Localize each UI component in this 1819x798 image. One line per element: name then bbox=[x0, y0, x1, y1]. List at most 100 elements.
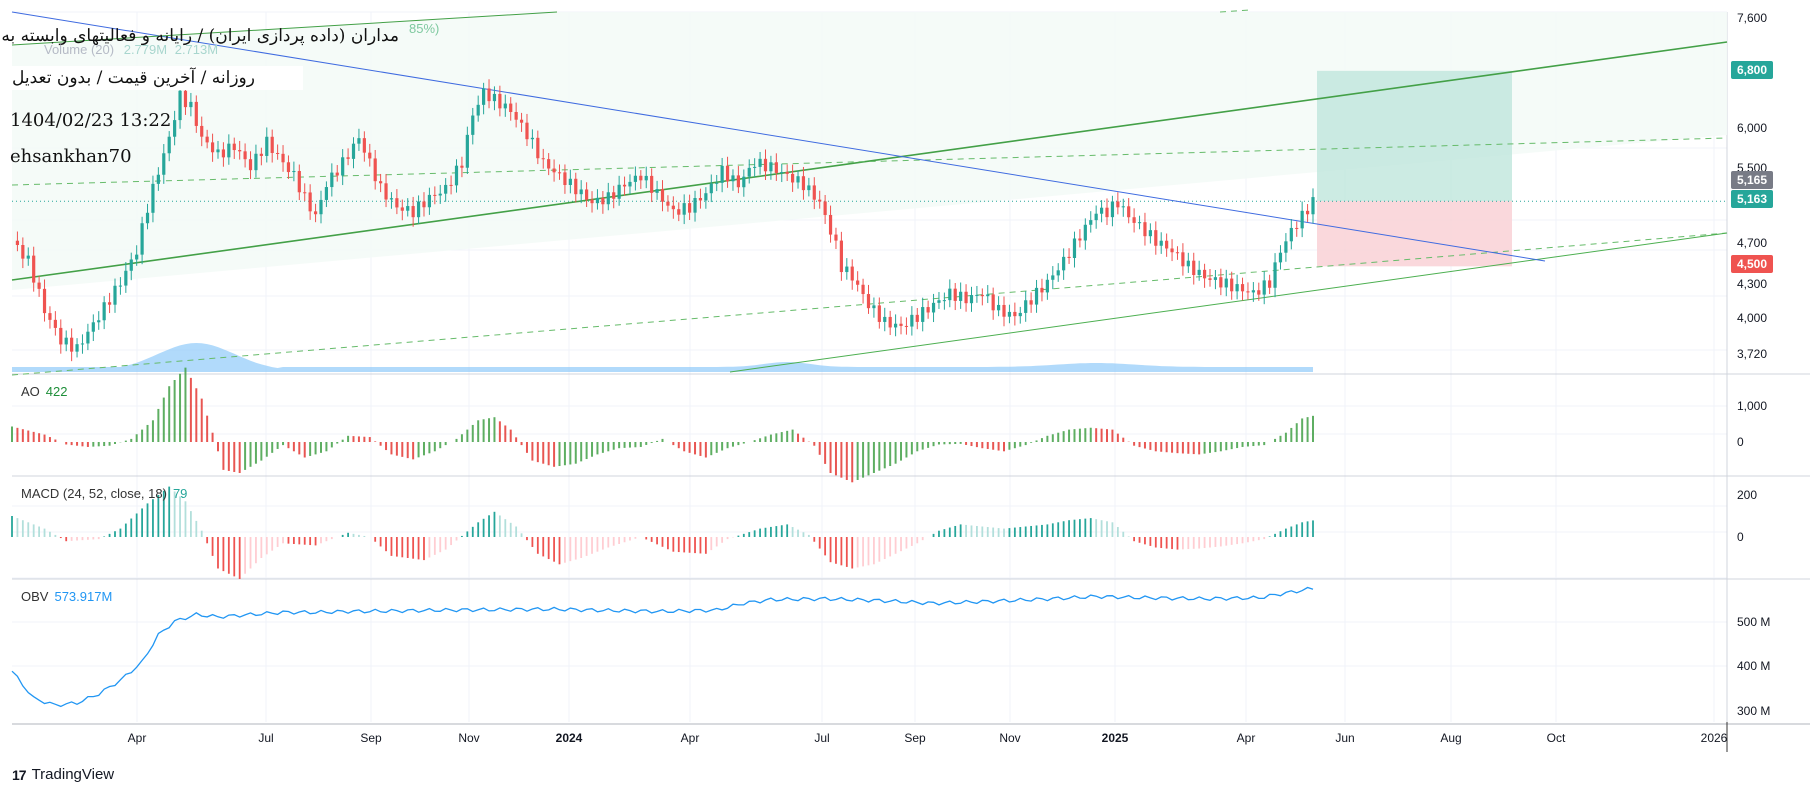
candle-body bbox=[839, 240, 843, 273]
candle-body bbox=[113, 285, 117, 305]
price-tick-label: 4,300 bbox=[1737, 277, 1767, 291]
candle-body bbox=[1165, 240, 1169, 249]
candle-body bbox=[319, 199, 323, 215]
chart-author: ehsankhan70 bbox=[10, 146, 132, 167]
candle-body bbox=[1024, 300, 1028, 313]
candle-body bbox=[265, 136, 269, 156]
axes: 7,6006,0005,5004,7004,3004,0003,7201,000… bbox=[128, 11, 1771, 745]
candle-body bbox=[579, 189, 583, 195]
candle-body bbox=[1072, 238, 1077, 259]
candle-body bbox=[525, 122, 529, 140]
candle-body bbox=[606, 192, 610, 205]
ao-legend: AO 422 bbox=[21, 384, 68, 399]
candle-body bbox=[780, 172, 784, 174]
macd-label: MACD (24, 52, close, 18) bbox=[21, 486, 167, 501]
candle-body bbox=[454, 165, 459, 186]
candle-body bbox=[666, 201, 670, 206]
candle-body bbox=[1121, 206, 1125, 208]
candle-body bbox=[1268, 280, 1272, 288]
tradingview-logo[interactable]: 17 TradingView bbox=[12, 766, 114, 783]
candle-body bbox=[21, 245, 25, 259]
candle-body bbox=[693, 197, 697, 213]
candle-body bbox=[1192, 260, 1196, 276]
obv-legend: OBV 573.917M bbox=[21, 589, 112, 604]
candle-body bbox=[823, 201, 827, 215]
candle-body bbox=[346, 157, 350, 159]
candle-body bbox=[888, 316, 892, 328]
candle-body bbox=[628, 181, 632, 187]
candle-body bbox=[866, 294, 871, 309]
candle-body bbox=[145, 212, 150, 224]
candle-body bbox=[991, 294, 995, 311]
candle-body bbox=[595, 197, 600, 204]
candle-body bbox=[1240, 284, 1245, 292]
candle-body bbox=[460, 165, 464, 168]
candle-body bbox=[1175, 252, 1180, 254]
candle-body bbox=[362, 138, 366, 153]
candle-body bbox=[660, 189, 665, 202]
candle-body bbox=[953, 288, 957, 301]
candle-body bbox=[1105, 207, 1109, 218]
candle-body bbox=[850, 266, 854, 281]
candle-body bbox=[1273, 262, 1277, 288]
candle-body bbox=[1067, 256, 1071, 259]
obv-path bbox=[11, 586, 1314, 708]
candle-body bbox=[433, 194, 437, 196]
candle-body bbox=[828, 214, 833, 235]
candle-body bbox=[1284, 241, 1288, 253]
candle-body bbox=[1230, 278, 1234, 292]
candle-body bbox=[1089, 220, 1093, 225]
candle-body bbox=[796, 176, 800, 183]
candle-body bbox=[769, 162, 773, 172]
candle-body bbox=[1295, 227, 1299, 229]
candle-body bbox=[107, 302, 112, 305]
candle-body bbox=[1148, 230, 1152, 237]
channel-top bbox=[11, 11, 558, 46]
candle-body bbox=[585, 189, 589, 200]
time-tick-label: Oct bbox=[1547, 731, 1566, 745]
candle-body bbox=[720, 165, 724, 183]
candle-body bbox=[59, 327, 63, 345]
candle-body bbox=[975, 294, 979, 296]
candle-body bbox=[1002, 304, 1006, 317]
candle-body bbox=[1186, 260, 1190, 267]
candle-body bbox=[1300, 210, 1304, 229]
candle-body bbox=[942, 300, 946, 302]
candle-body bbox=[774, 162, 778, 173]
candle-body bbox=[1262, 280, 1266, 295]
candle-body bbox=[861, 284, 865, 295]
candlestick-series bbox=[15, 79, 1315, 362]
macd-value: 79 bbox=[172, 486, 188, 501]
candle-body bbox=[373, 158, 377, 182]
candle-body bbox=[389, 198, 394, 200]
candle-body bbox=[617, 184, 621, 199]
obv-tick-label: 300 M bbox=[1737, 704, 1770, 718]
price-tag-bg bbox=[1731, 190, 1773, 208]
candle-body bbox=[601, 197, 605, 205]
candle-body bbox=[183, 90, 188, 108]
candle-body bbox=[650, 175, 654, 193]
candle-body bbox=[75, 344, 79, 352]
price-tag-label: 6,800 bbox=[1737, 63, 1767, 77]
candle-body bbox=[248, 159, 253, 171]
macd-histogram bbox=[11, 486, 1314, 579]
candle-body bbox=[324, 187, 329, 200]
candle-body bbox=[37, 282, 41, 289]
volume-value-2: 2.713M bbox=[174, 42, 219, 57]
candle-body bbox=[124, 270, 128, 286]
price-tag-label: 4,500 bbox=[1737, 257, 1767, 271]
candle-body bbox=[335, 172, 339, 176]
candle-body bbox=[286, 162, 291, 173]
candle-body bbox=[64, 337, 68, 345]
candle-body bbox=[330, 172, 334, 188]
price-tag-bg bbox=[1731, 255, 1773, 273]
candle-body bbox=[449, 184, 453, 186]
price-tick-label: 6,000 bbox=[1737, 121, 1767, 135]
candle-body bbox=[948, 288, 952, 301]
price-tick-label: 7,600 bbox=[1737, 11, 1767, 25]
time-tick-label: Apr bbox=[128, 731, 147, 745]
candle-body bbox=[921, 307, 925, 322]
candle-body bbox=[845, 266, 849, 273]
candle-body bbox=[541, 158, 545, 160]
candle-body bbox=[427, 194, 432, 208]
